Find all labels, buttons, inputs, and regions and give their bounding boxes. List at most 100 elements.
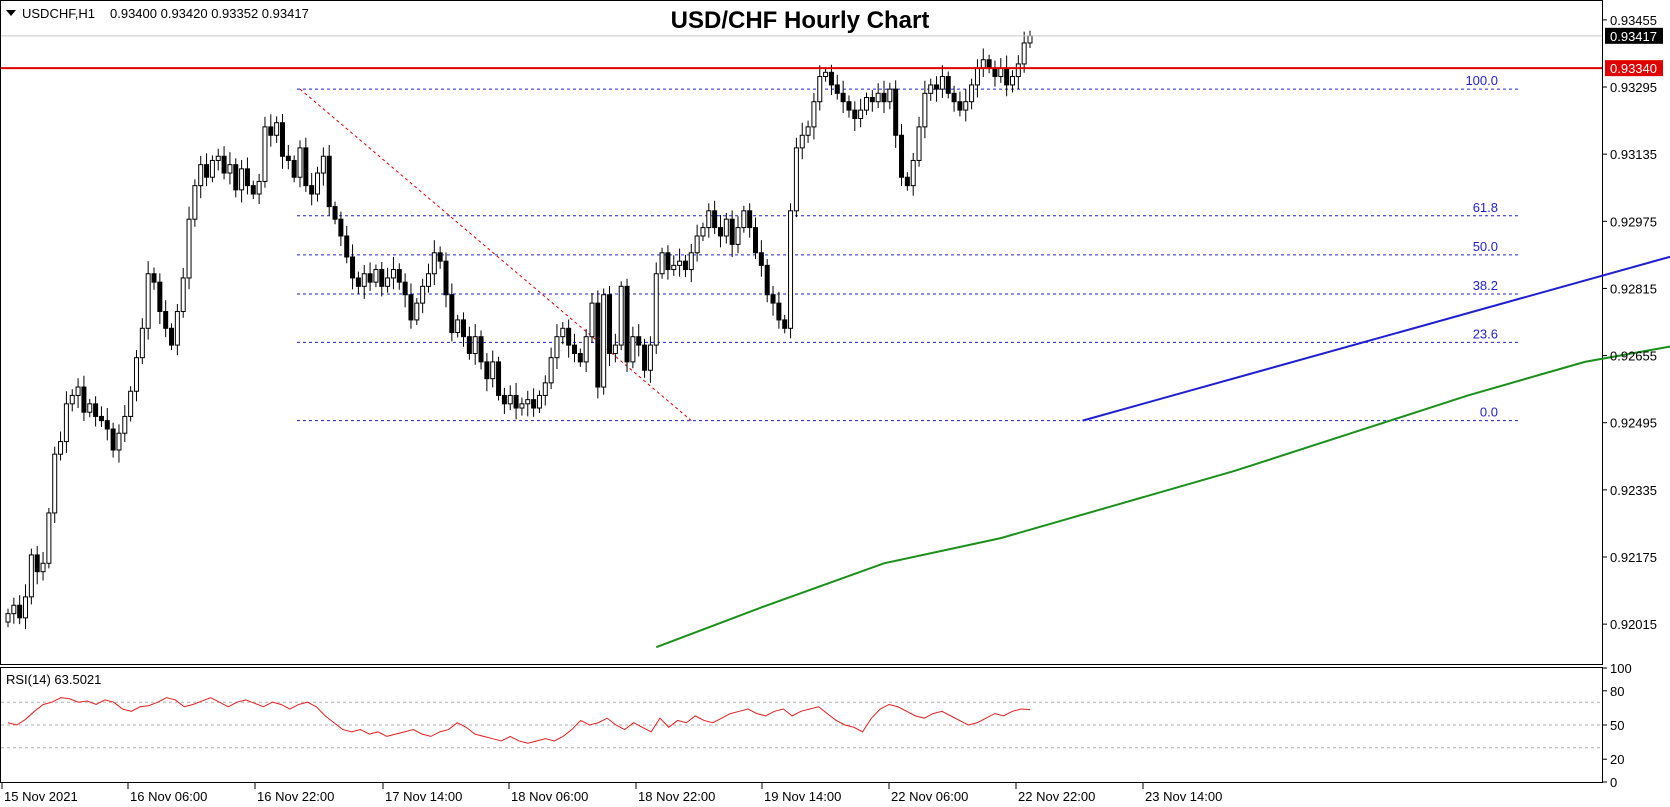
candle — [694, 224, 700, 262]
candle — [472, 324, 478, 365]
candle — [408, 283, 414, 329]
candle-body — [87, 403, 93, 413]
candle — [969, 78, 975, 110]
candle-body — [63, 403, 69, 443]
time-tick-label: 15 Nov 2021 — [4, 789, 78, 804]
time-tick-label: 16 Nov 06:00 — [130, 789, 207, 804]
candle — [624, 278, 630, 372]
candle-body — [93, 403, 99, 417]
candle-body — [338, 218, 344, 237]
candle-body — [98, 415, 104, 422]
time-axis: 15 Nov 2021 16 Nov 06:00 16 Nov 22:00 17 No… — [1, 783, 1222, 804]
candle-body — [899, 134, 905, 178]
candle-body — [449, 294, 455, 334]
candle-body — [239, 168, 245, 191]
candle — [811, 92, 817, 140]
candle — [157, 273, 163, 325]
candle-body — [420, 285, 426, 304]
candle — [116, 424, 122, 463]
candle-body — [630, 336, 636, 363]
candle-body — [408, 294, 414, 321]
symbol-label: USDCHF,H1 — [22, 6, 95, 21]
rsi-tick-label: 20 — [1610, 752, 1624, 767]
candle-body — [17, 604, 23, 619]
candle-body — [466, 336, 472, 354]
candle — [274, 116, 280, 143]
candle — [618, 281, 624, 351]
candle-body — [875, 92, 881, 103]
candle — [34, 546, 40, 585]
candle — [244, 157, 250, 195]
candle-body — [244, 168, 250, 187]
candle-body — [612, 344, 618, 354]
candle — [863, 92, 869, 116]
candle-body — [169, 327, 175, 346]
candle — [793, 137, 799, 218]
candle-body — [332, 206, 338, 220]
candle-body — [571, 344, 577, 354]
symbol-dropdown-icon[interactable] — [6, 10, 16, 16]
candle-body — [204, 164, 210, 178]
candle — [110, 422, 116, 458]
candle-body — [595, 302, 601, 388]
candle — [75, 378, 81, 409]
candle-body — [939, 76, 945, 90]
candle — [560, 322, 566, 345]
resistance-price-label: 0.93340 — [1610, 61, 1657, 76]
candle — [601, 288, 607, 395]
candle-body — [717, 227, 723, 237]
candle — [729, 210, 735, 257]
rsi-tick-label: 0 — [1610, 775, 1617, 790]
candle-body — [799, 134, 805, 149]
candle — [753, 217, 759, 260]
trend-lines — [1, 35, 1670, 422]
candle — [507, 385, 513, 411]
price-tick-label: 0.92655 — [1610, 349, 1657, 364]
candle — [437, 246, 443, 269]
price-tick-label: 0.93295 — [1610, 80, 1657, 95]
candle-body — [390, 269, 396, 279]
candle — [1015, 55, 1021, 90]
candle — [239, 160, 245, 203]
candle — [58, 431, 64, 461]
candle — [834, 74, 840, 100]
candle-body — [496, 361, 502, 396]
candle — [163, 300, 169, 338]
moving-average — [655, 345, 1670, 649]
candle — [788, 203, 794, 339]
candle-body — [677, 260, 683, 266]
candle — [647, 336, 653, 383]
candle-body — [297, 147, 303, 178]
candle-body — [823, 71, 829, 78]
fib-level-label: 50.0 — [1473, 239, 1498, 254]
candle — [747, 203, 753, 238]
candle-body — [928, 84, 934, 94]
candle-body — [215, 155, 221, 161]
candle-body — [828, 71, 834, 86]
candle-body — [209, 159, 215, 178]
candle — [52, 446, 58, 524]
candle — [320, 147, 326, 186]
candle-body — [104, 420, 110, 430]
candle — [782, 314, 788, 334]
candle — [262, 116, 268, 188]
candle-body — [1009, 76, 1015, 86]
candle-body — [110, 428, 116, 451]
candle-body — [396, 269, 402, 283]
candle-body — [414, 302, 420, 321]
candle — [478, 330, 484, 370]
candle — [227, 152, 233, 185]
candle — [957, 91, 963, 117]
price-tick-label: 0.92495 — [1610, 416, 1657, 431]
time-tick-label: 22 Nov 22:00 — [1018, 789, 1095, 804]
candle-body — [852, 109, 858, 119]
candle — [338, 211, 344, 247]
candle-body — [980, 59, 986, 69]
candle-body — [192, 185, 198, 220]
candle — [361, 264, 367, 299]
candle-body — [402, 281, 408, 296]
time-tick-label: 16 Nov 22:00 — [257, 789, 334, 804]
time-tick-label: 18 Nov 06:00 — [511, 789, 588, 804]
candle-body — [869, 97, 875, 103]
candle — [536, 390, 542, 414]
